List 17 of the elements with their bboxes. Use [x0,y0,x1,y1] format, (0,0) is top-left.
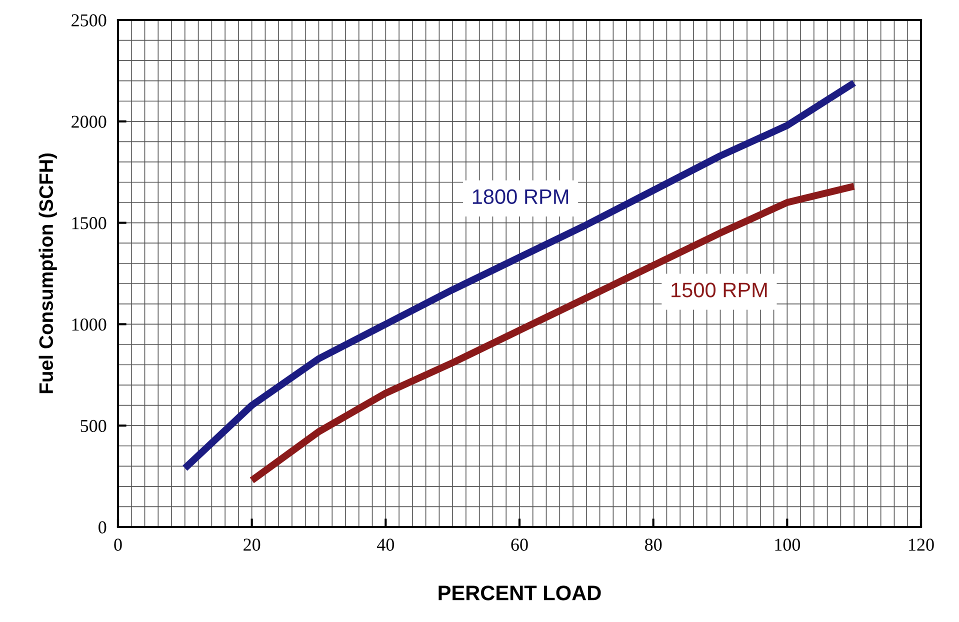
x-tick-label: 0 [114,538,122,551]
y-tick-label: 1000 [72,318,106,331]
y-tick-label: 2000 [72,116,106,128]
y-tick-label: 0 [98,521,106,534]
x-tick-label: 100 [775,538,800,551]
x-tick-label: 20 [244,538,260,551]
x-tick-label: 40 [376,538,394,551]
x-tick-label: 60 [511,538,528,551]
series-label: 1800 RPM [472,189,568,204]
y-tick-label: 2500 [72,14,106,26]
series-label: 1500 RPM [672,282,767,298]
x-tick-label: 80 [644,538,662,551]
x-axis-title: PERCENT LOAD [438,586,601,600]
y-tick-label: 1500 [72,217,106,230]
y-tick-label: 500 [80,420,106,432]
x-tick-label: 120 [909,538,934,551]
y-axis-title: Fuel Consumption (SCFH) [38,153,57,394]
